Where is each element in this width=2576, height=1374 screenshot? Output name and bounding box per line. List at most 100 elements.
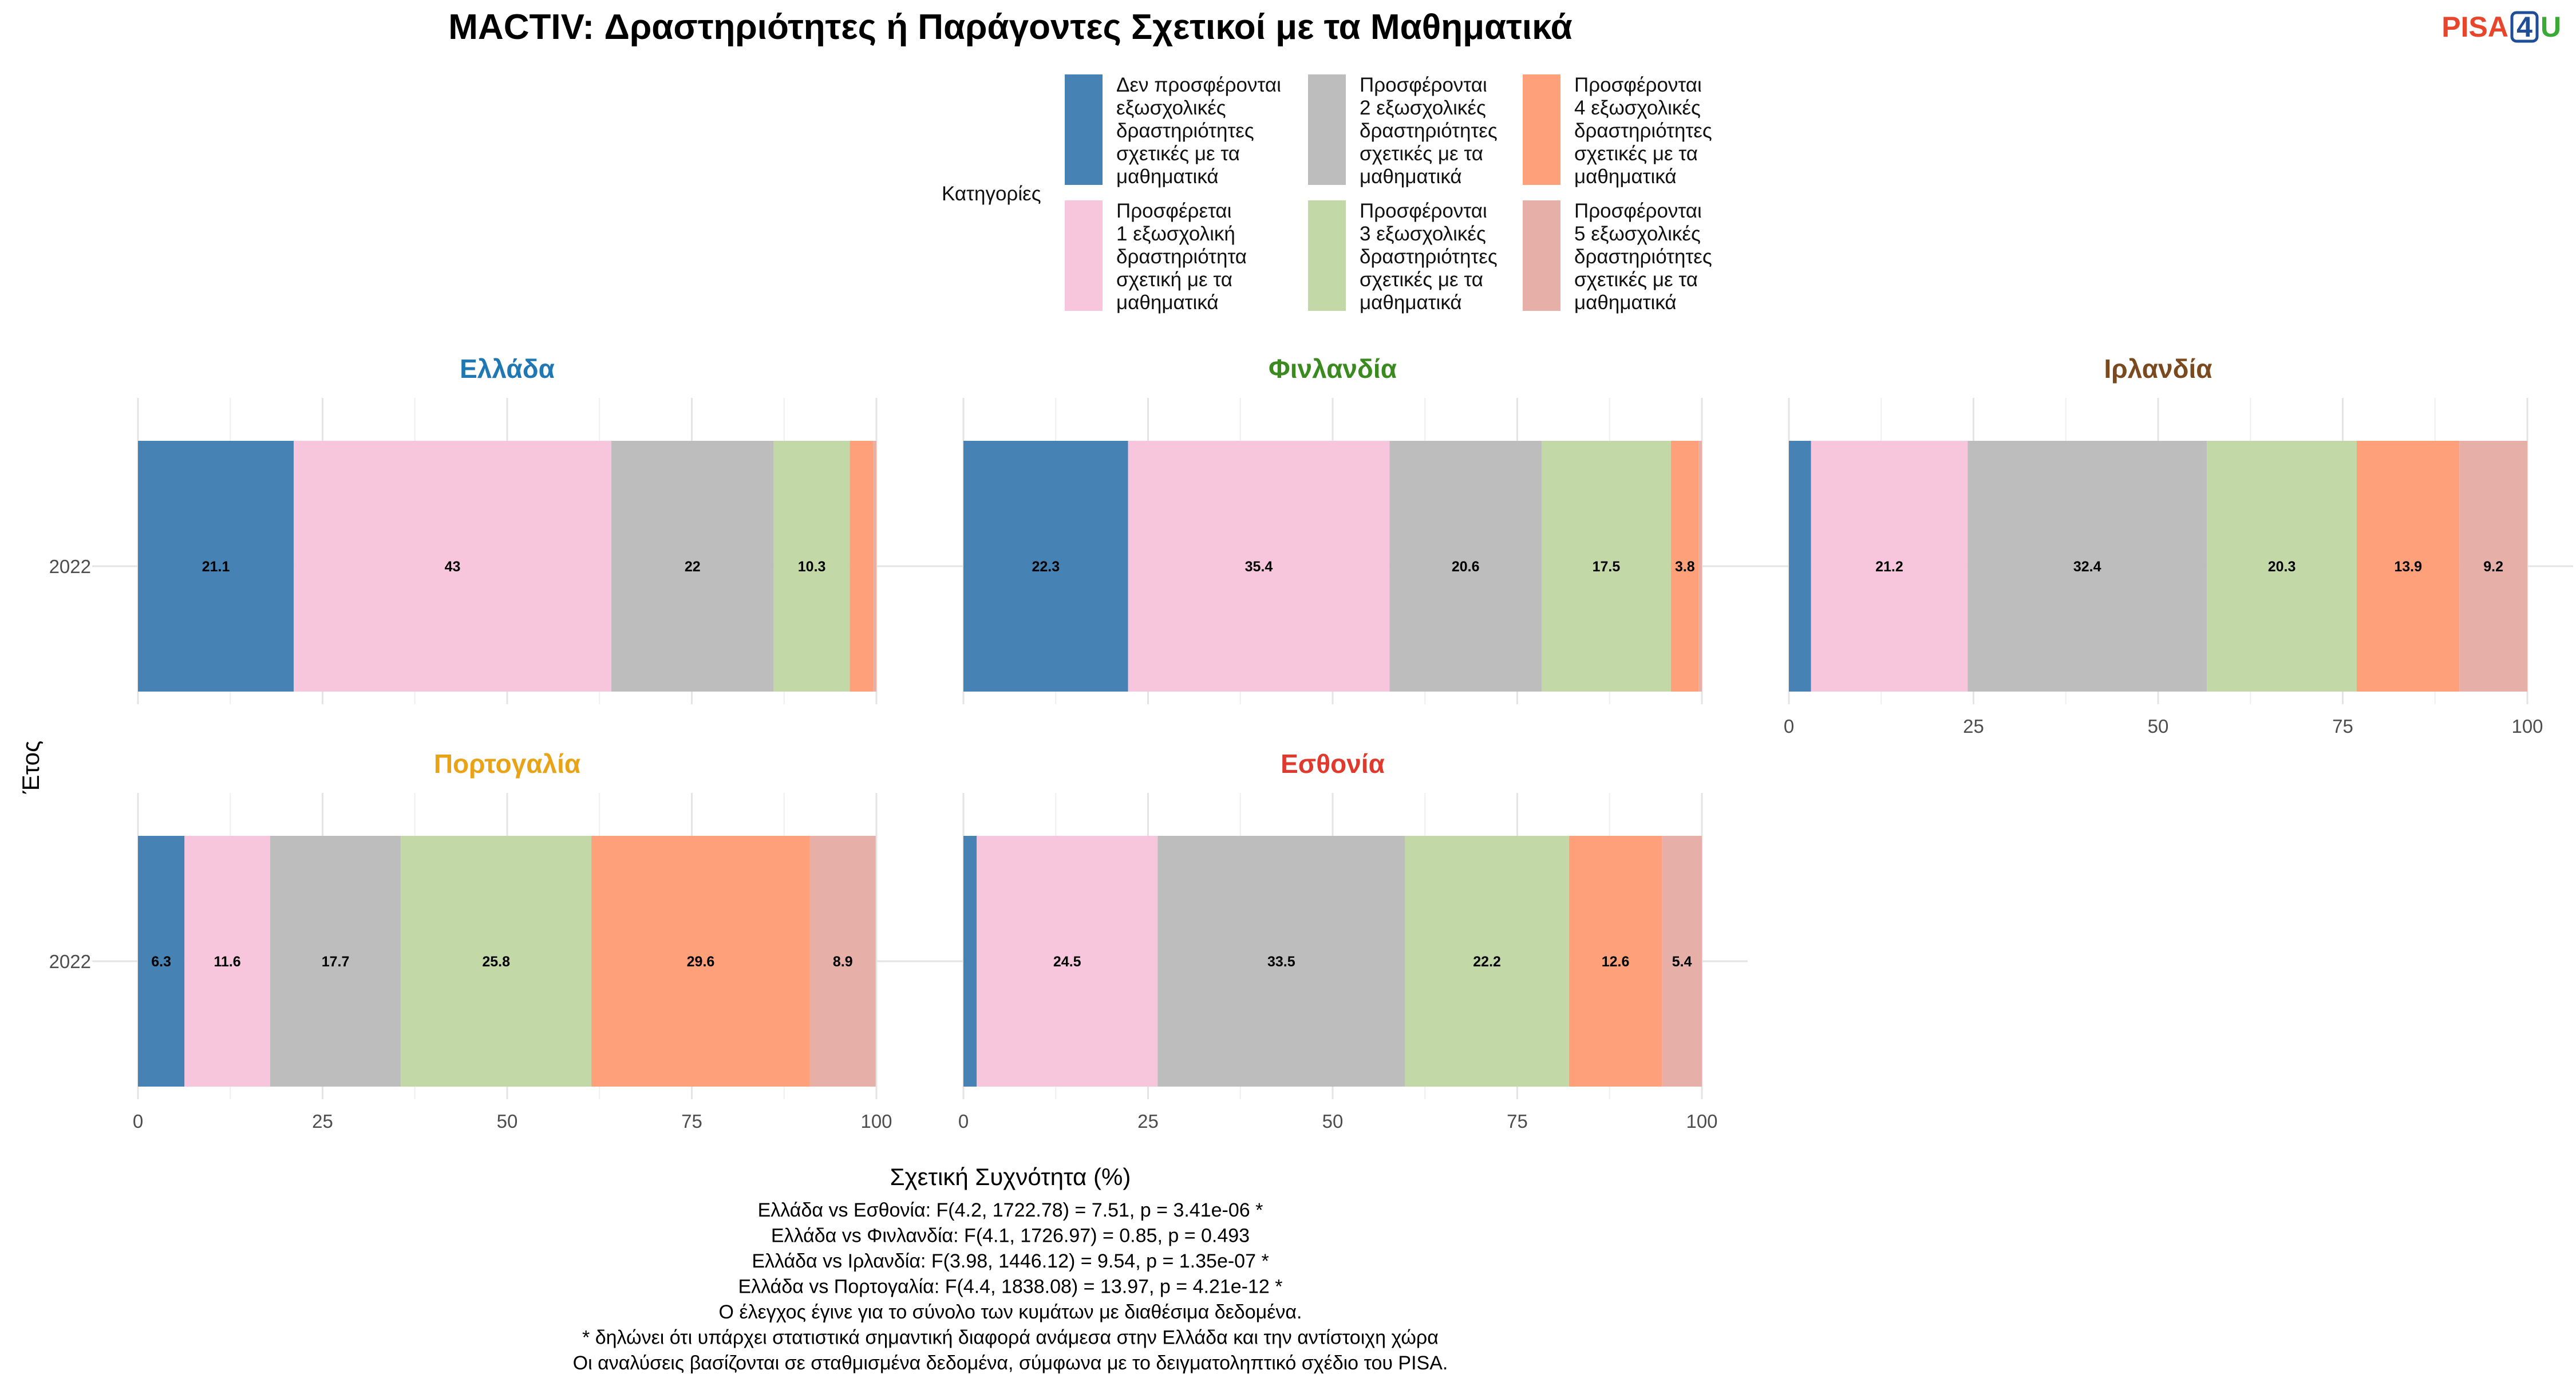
facet-title: Φινλανδία xyxy=(1269,354,1397,384)
bar-segment xyxy=(1389,441,1542,692)
bar-segment xyxy=(773,441,850,692)
bar-value-label: 6.3 xyxy=(151,954,171,970)
facet-panels: Ελλάδα 21.1 43 22 10.3 2022 Φινλανδία 22.3 35.4 2… xyxy=(49,354,2573,1132)
bar-value-label: 9.2 xyxy=(2483,559,2503,575)
bar-segment xyxy=(2459,441,2527,692)
bar-segment xyxy=(138,441,294,692)
legend-label-line: 5 εξωσχολικές xyxy=(1574,223,1701,245)
legend-swatch xyxy=(1065,74,1103,185)
facet-panel: Εσθονία 24.5 33.5 22.2 12.6 5.4 0 25 50 75 100 xyxy=(918,749,1748,1132)
facet-panel: Φινλανδία 22.3 35.4 20.6 17.5 3.8 xyxy=(918,354,1748,704)
legend-label-line: σχετικές με τα xyxy=(1360,269,1483,291)
bar-value-label: 21.1 xyxy=(202,559,230,575)
legend-label-line: σχετικές με τα xyxy=(1360,143,1483,165)
bar-segment xyxy=(2357,441,2460,692)
legend-label-line: 2 εξωσχολικές xyxy=(1360,97,1486,119)
x-tick-label: 0 xyxy=(133,1111,143,1132)
legend-label-line: μαθηματικά xyxy=(1574,165,1677,188)
legend-label-line: Προσφέρονται xyxy=(1360,200,1487,222)
bar-segment xyxy=(591,836,810,1087)
legend-label-line: σχετικές με τα xyxy=(1574,269,1698,291)
x-tick-label: 0 xyxy=(1784,716,1794,737)
bar-segment xyxy=(138,836,185,1087)
bar-segment xyxy=(1811,441,1968,692)
bar-value-label: 22.3 xyxy=(1032,559,1060,575)
legend-label-line: 3 εξωσχολικές xyxy=(1360,223,1486,245)
bar-segment xyxy=(809,836,876,1087)
bar-value-label: 21.2 xyxy=(1875,559,1903,575)
bar-segment xyxy=(850,441,874,692)
bar-value-label: 5.4 xyxy=(1672,954,1692,970)
legend-swatch xyxy=(1523,200,1560,311)
legend-label-line: Προσφέρεται xyxy=(1116,200,1231,222)
bar-segment xyxy=(611,441,774,692)
bar-segment xyxy=(1568,836,1662,1087)
x-tick-label: 0 xyxy=(958,1111,969,1132)
legend-label-line: εξωσχολικές xyxy=(1116,97,1226,119)
bar-value-label: 17.7 xyxy=(322,954,350,970)
legend-swatch xyxy=(1523,74,1560,185)
facet-title: Εσθονία xyxy=(1281,749,1385,779)
bar-segment xyxy=(1542,441,1671,692)
x-tick-label: 50 xyxy=(2148,716,2169,737)
bar-segment xyxy=(1670,441,1699,692)
y-tick-label: 2022 xyxy=(49,556,91,577)
bar-value-label: 17.5 xyxy=(1593,559,1621,575)
x-tick-label: 100 xyxy=(2511,716,2543,737)
bar-segment xyxy=(963,836,977,1087)
legend-label-line: δραστηριότητες xyxy=(1116,120,1254,142)
footnote-line: * δηλώνει ότι υπάρχει στατιστικά σημαντι… xyxy=(582,1327,1439,1349)
legend-item: Δεν προσφέρονταιεξωσχολικέςδραστηριότητε… xyxy=(1065,74,1281,188)
legend-label-line: Προσφέρονται xyxy=(1574,74,1702,96)
bar-value-label: 32.4 xyxy=(2073,559,2101,575)
y-axis-title: Έτος xyxy=(17,741,44,795)
legend-label-line: μαθηματικά xyxy=(1360,165,1462,188)
legend-label-line: δραστηριότητες xyxy=(1360,246,1498,268)
bar-value-label: 20.3 xyxy=(2268,559,2296,575)
bar-segment xyxy=(1405,836,1569,1087)
bar-value-label: 12.6 xyxy=(1602,954,1630,970)
bar-segment xyxy=(1789,441,1811,692)
legend-swatch xyxy=(1308,74,1346,185)
legend-label-line: 1 εξωσχολική xyxy=(1116,223,1235,245)
legend-label-line: Προσφέρονται xyxy=(1360,74,1487,96)
logo-badge xyxy=(2510,11,2539,43)
bar-value-label: 25.8 xyxy=(482,954,510,970)
bar-value-label: 10.3 xyxy=(798,559,826,575)
facet-title: Πορτογαλία xyxy=(434,749,580,779)
bar-value-label: 3.8 xyxy=(1675,559,1695,575)
facet-panel: Πορτογαλία 6.3 11.6 17.7 25.8 29.6 8.9 2022 0 25 5… xyxy=(49,749,922,1132)
footnote-line: Ελλάδα vs Πορτογαλία: F(4.4, 1838.08) = … xyxy=(738,1276,1283,1298)
facet-panel: Ιρλανδία 21.2 32.4 20.3 13.9 9.2 0 25 50 75 100 xyxy=(1743,354,2573,737)
bar-segment xyxy=(2207,441,2357,692)
bar-value-label: 22.2 xyxy=(1473,954,1501,970)
footnotes: Ελλάδα vs Εσθονία: F(4.2, 1722.78) = 7.5… xyxy=(573,1199,1448,1374)
x-tick-label: 100 xyxy=(1686,1111,1717,1132)
bar-value-label: 35.4 xyxy=(1245,559,1273,575)
x-tick-label: 100 xyxy=(860,1111,892,1132)
bar-segment xyxy=(1157,836,1405,1087)
legend-label-line: σχετικές με τα xyxy=(1116,143,1240,165)
bar-segment xyxy=(1128,441,1390,692)
bar-value-label: 13.9 xyxy=(2394,559,2422,575)
x-tick-label: 50 xyxy=(1322,1111,1344,1132)
chart-title: MACTIV: Δραστηριότητες ή Παράγοντες Σχετ… xyxy=(448,7,1572,47)
legend-label-line: μαθηματικά xyxy=(1116,165,1219,188)
legend: Κατηγορίες Δεν προσφέρονταιεξωσχολικέςδρ… xyxy=(942,74,1712,314)
bar-segment xyxy=(270,836,401,1087)
facet-title: Ελλάδα xyxy=(460,354,555,384)
x-tick-label: 75 xyxy=(2332,716,2353,737)
legend-label-line: μαθηματικά xyxy=(1574,291,1677,314)
bar-segment xyxy=(1662,836,1702,1087)
bar-segment xyxy=(1698,441,1702,692)
facet-title: Ιρλανδία xyxy=(2104,354,2212,384)
logo-text-u: U xyxy=(2541,11,2561,43)
bar-value-label: 33.5 xyxy=(1267,954,1295,970)
bar-value-label: 8.9 xyxy=(833,954,853,970)
legend-label-line: δραστηριότητες xyxy=(1574,246,1712,268)
logo-text-4: 4 xyxy=(2516,11,2532,43)
